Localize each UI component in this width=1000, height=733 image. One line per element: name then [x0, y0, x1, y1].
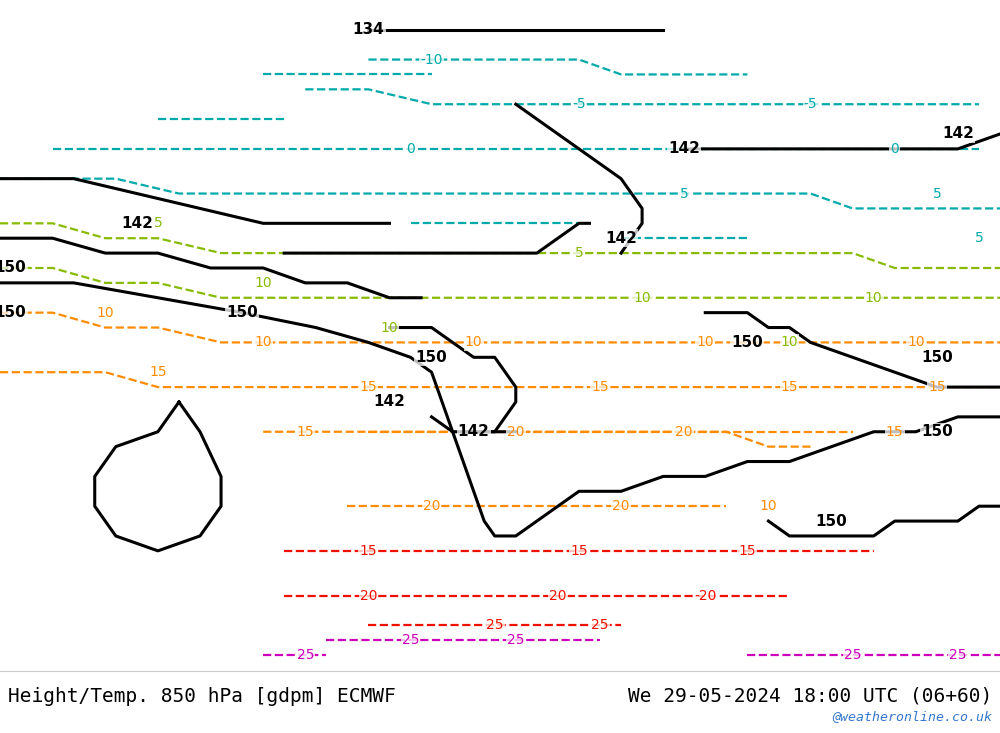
Text: 15: 15 [928, 380, 946, 394]
Text: 150: 150 [731, 335, 763, 350]
Text: 15: 15 [781, 380, 798, 394]
Text: 15: 15 [570, 544, 588, 558]
Text: 142: 142 [121, 216, 153, 231]
Text: 25: 25 [949, 648, 967, 662]
Text: 0: 0 [890, 142, 899, 156]
Text: 25: 25 [844, 648, 861, 662]
Text: We 29-05-2024 18:00 UTC (06+60): We 29-05-2024 18:00 UTC (06+60) [628, 687, 992, 706]
Text: 10: 10 [907, 336, 925, 350]
Text: 20: 20 [549, 589, 567, 603]
Text: 5: 5 [575, 246, 583, 260]
Text: 15: 15 [591, 380, 609, 394]
Text: 142: 142 [458, 424, 490, 439]
Text: 15: 15 [149, 365, 167, 379]
Text: 150: 150 [416, 350, 447, 365]
Text: -5: -5 [804, 97, 817, 111]
Text: 25: 25 [297, 648, 314, 662]
Text: 15: 15 [296, 424, 314, 439]
Text: 10: 10 [696, 336, 714, 350]
Text: 25: 25 [507, 633, 525, 647]
Text: 10: 10 [254, 276, 272, 290]
Text: 5: 5 [975, 231, 983, 246]
Text: 25: 25 [591, 619, 609, 633]
Text: 20: 20 [507, 424, 525, 439]
Text: 15: 15 [360, 544, 377, 558]
Text: 20: 20 [360, 589, 377, 603]
Text: 150: 150 [226, 305, 258, 320]
Text: 15: 15 [360, 380, 377, 394]
Text: 10: 10 [781, 336, 798, 350]
Text: -5: -5 [572, 97, 586, 111]
Text: 10: 10 [760, 499, 777, 513]
Text: -20: -20 [694, 589, 716, 603]
Text: 150: 150 [0, 305, 26, 320]
Text: 142: 142 [942, 127, 974, 141]
Text: 10: 10 [633, 291, 651, 305]
Text: 25: 25 [402, 633, 419, 647]
Text: 150: 150 [0, 260, 26, 276]
Text: -10: -10 [420, 53, 443, 67]
Text: 150: 150 [921, 424, 953, 439]
Text: 10: 10 [96, 306, 114, 320]
Text: 20: 20 [612, 499, 630, 513]
Text: 10: 10 [254, 336, 272, 350]
Text: 134: 134 [353, 22, 384, 37]
Text: 25: 25 [486, 619, 503, 633]
Text: 15: 15 [739, 544, 756, 558]
Text: 5: 5 [932, 186, 941, 201]
Text: 5: 5 [680, 186, 689, 201]
Text: 10: 10 [865, 291, 882, 305]
Text: 142: 142 [605, 231, 637, 246]
Text: 5: 5 [154, 216, 162, 230]
Text: 15: 15 [886, 424, 904, 439]
Text: 20: 20 [675, 424, 693, 439]
Text: 150: 150 [816, 514, 847, 528]
Text: 0: 0 [406, 142, 415, 156]
Text: 20: 20 [423, 499, 440, 513]
Text: 10: 10 [465, 336, 482, 350]
Text: 150: 150 [921, 350, 953, 365]
Text: 142: 142 [668, 141, 700, 156]
Text: 10: 10 [381, 320, 398, 334]
Text: Height/Temp. 850 hPa [gdpm] ECMWF: Height/Temp. 850 hPa [gdpm] ECMWF [8, 687, 396, 706]
Text: @weatheronline.co.uk: @weatheronline.co.uk [832, 710, 992, 723]
Text: 142: 142 [374, 394, 405, 410]
